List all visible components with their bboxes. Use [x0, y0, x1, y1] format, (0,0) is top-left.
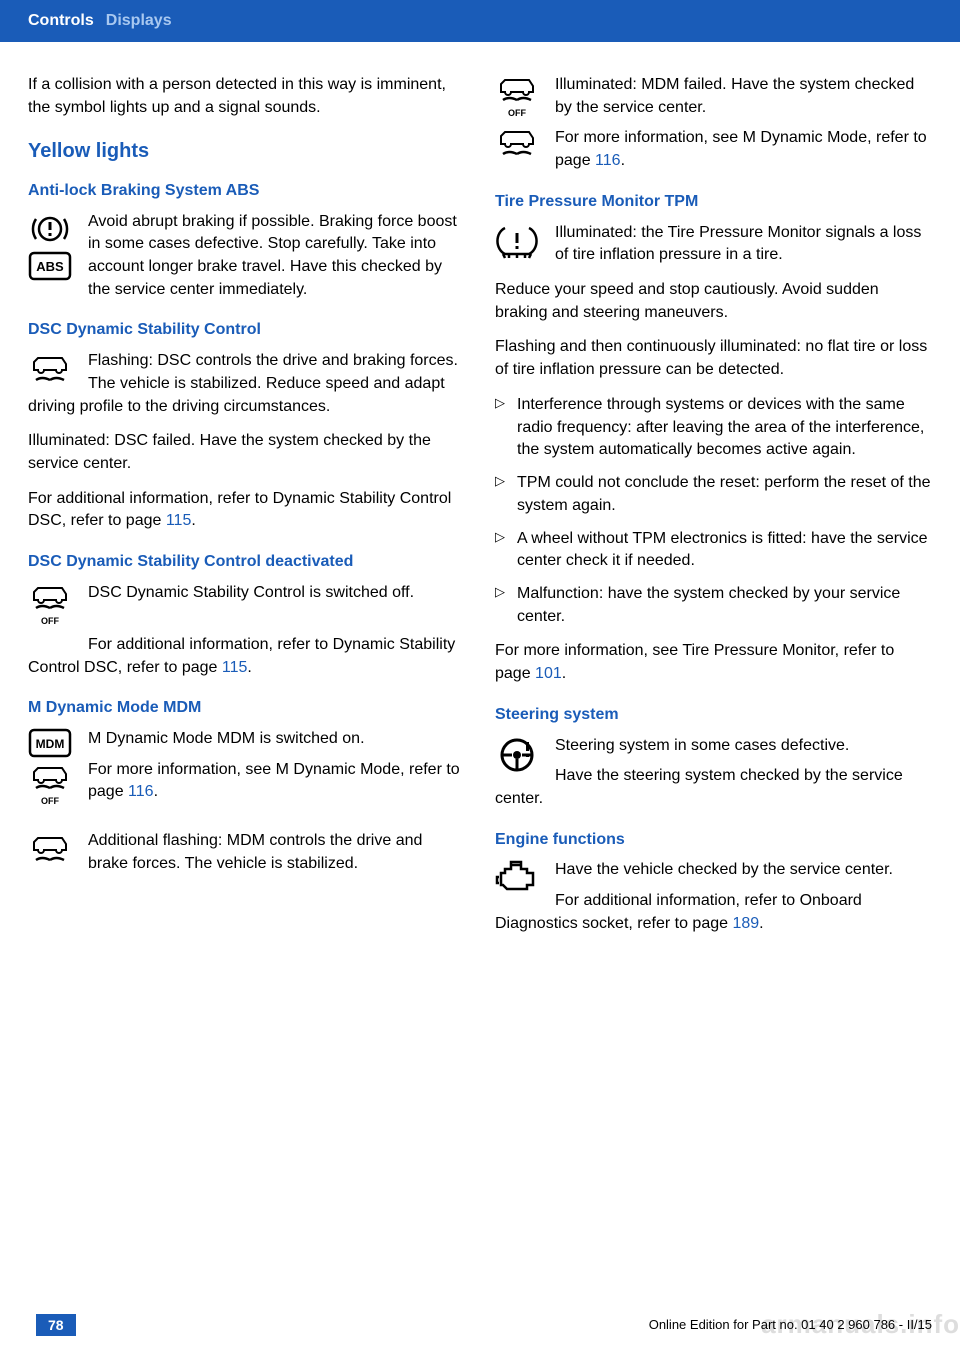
tpm-list: Interference through systems or devices … [495, 394, 932, 628]
svg-text:OFF: OFF [41, 616, 59, 626]
intro-text: If a collision with a person detected in… [28, 74, 465, 119]
left-column: If a collision with a person detected in… [28, 74, 465, 948]
dsc-heading: DSC Dynamic Stability Control [28, 319, 465, 342]
mdm-fail-icons: OFF [495, 74, 549, 168]
steering-wheel-icon [495, 735, 539, 775]
mdm-block: MDM OFF M Dynamic Mode MDM is switched o… [28, 728, 465, 812]
page-number: 78 [36, 1314, 76, 1336]
mdm-fail-p2: For more information, see M Dynamic Mode… [495, 127, 932, 172]
car-off-icon: OFF [28, 762, 72, 808]
mdm-flash-icon-wrap [28, 830, 82, 874]
abs-text: Avoid abrupt braking if possible. Brakin… [88, 213, 457, 298]
engine-p2b: . [759, 915, 763, 932]
yellow-lights-heading: Yellow lights [28, 137, 465, 165]
tpm-icon [495, 222, 539, 262]
dsc-p2: Illuminated: DSC failed. Have the system… [28, 430, 465, 475]
tpm-p4b: . [562, 665, 566, 682]
right-column: OFF Illuminated: MDM failed. Have the sy… [495, 74, 932, 948]
mdm-fail-p1: Illuminated: MDM failed. Have the system… [495, 74, 932, 119]
car-off-icon-2: OFF [495, 74, 539, 120]
tpm-p1: Illuminated: the Tire Pressure Monitor s… [555, 224, 921, 264]
abs-icon: ABS [28, 251, 72, 281]
tpm-p2: Reduce your speed and stop cautiously. A… [495, 279, 932, 324]
breadcrumb-controls: Controls [28, 12, 94, 30]
footer-text: Online Edition for Part no. 01 40 2 960 … [649, 1317, 932, 1332]
svg-text:OFF: OFF [508, 108, 526, 118]
dsc-off-heading: DSC Dynamic Stability Control deactivate… [28, 551, 465, 574]
mdm-icons: MDM OFF [28, 728, 82, 812]
tpm-link[interactable]: 101 [535, 665, 562, 682]
abs-heading: Anti-lock Braking System ABS [28, 180, 465, 203]
mdm-heading: M Dynamic Mode MDM [28, 697, 465, 720]
header-bar: Controls Displays [0, 0, 960, 42]
engine-icon [495, 859, 539, 895]
dsc-off-p1: DSC Dynamic Stability Control is switche… [88, 584, 414, 601]
engine-p1: Have the vehicle checked by the service … [495, 859, 932, 882]
engine-p2a: For additional information, refer to Onb… [495, 892, 862, 932]
dsc-off-icon: OFF [28, 582, 72, 628]
dsc-car-icon [28, 350, 72, 390]
content-area: If a collision with a person detected in… [0, 42, 960, 948]
tpm-li2: TPM could not conclude the reset: perfor… [495, 472, 932, 517]
engine-p2: For additional information, refer to Onb… [495, 890, 932, 935]
steering-p2: Have the steering system checked by the … [495, 765, 932, 810]
mdm-fail-p2b: . [621, 152, 625, 169]
mdm-p3: Additional flashing: MDM controls the dr… [88, 832, 422, 872]
car-skid-icon-2 [495, 124, 539, 164]
mdm-p2: For more information, see M Dynamic Mode… [28, 759, 465, 804]
mdm-fail-link[interactable]: 116 [595, 152, 621, 169]
brake-warning-icon [28, 211, 72, 247]
dsc-p3b: . [191, 512, 195, 529]
dsc-off-link[interactable]: 115 [222, 659, 248, 676]
dsc-off-p2b: . [247, 659, 251, 676]
tpm-li4: Malfunction: have the system checked by … [495, 583, 932, 628]
tpm-p3: Flashing and then continuously illuminat… [495, 336, 932, 381]
dsc-icon-wrap [28, 350, 82, 394]
engine-link[interactable]: 189 [732, 915, 759, 932]
mdm-p1: M Dynamic Mode MDM is switched on. [28, 728, 465, 751]
engine-block: Have the vehicle checked by the service … [495, 859, 932, 935]
tpm-li1: Interference through systems or devices … [495, 394, 932, 462]
dsc-link[interactable]: 115 [166, 512, 192, 529]
dsc-p3: For additional information, refer to Dyn… [28, 488, 465, 533]
steering-heading: Steering system [495, 704, 932, 727]
mdm-p2b: . [154, 783, 158, 800]
mdm-link[interactable]: 116 [128, 783, 154, 800]
svg-text:OFF: OFF [41, 796, 59, 806]
car-skid-icon [28, 830, 72, 870]
tpm-li3: A wheel without TPM electronics is fitte… [495, 528, 932, 573]
dsc-off-p2: For additional information, refer to Dyn… [28, 634, 465, 679]
breadcrumb-displays: Displays [106, 12, 172, 30]
dsc-off-icon-wrap: OFF [28, 582, 82, 632]
abs-block: ABS Avoid abrupt braking if possible. Br… [28, 211, 465, 302]
steering-icon-wrap [495, 735, 549, 779]
tpm-p4: For more information, see Tire Pressure … [495, 640, 932, 685]
dsc-p1: Flashing: DSC controls the drive and bra… [28, 352, 458, 414]
abs-icons: ABS [28, 211, 82, 285]
dsc-p3a: For additional information, refer to Dyn… [28, 490, 451, 530]
steering-block: Steering system in some cases defective.… [495, 735, 932, 811]
svg-text:ABS: ABS [36, 259, 64, 274]
dsc-block: Flashing: DSC controls the drive and bra… [28, 350, 465, 418]
engine-heading: Engine functions [495, 829, 932, 852]
dsc-off-block: OFF DSC Dynamic Stability Control is swi… [28, 582, 465, 632]
engine-icon-wrap [495, 859, 549, 899]
svg-text:MDM: MDM [36, 737, 65, 751]
tpm-block: Illuminated: the Tire Pressure Monitor s… [495, 222, 932, 267]
steering-p1: Steering system in some cases defective. [495, 735, 932, 758]
tpm-heading: Tire Pressure Monitor TPM [495, 191, 932, 214]
tpm-icon-wrap [495, 222, 549, 266]
mdm-fail-block: OFF Illuminated: MDM failed. Have the sy… [495, 74, 932, 173]
mdm-icon: MDM [28, 728, 72, 758]
mdm-flash-block: Additional flashing: MDM controls the dr… [28, 830, 465, 875]
